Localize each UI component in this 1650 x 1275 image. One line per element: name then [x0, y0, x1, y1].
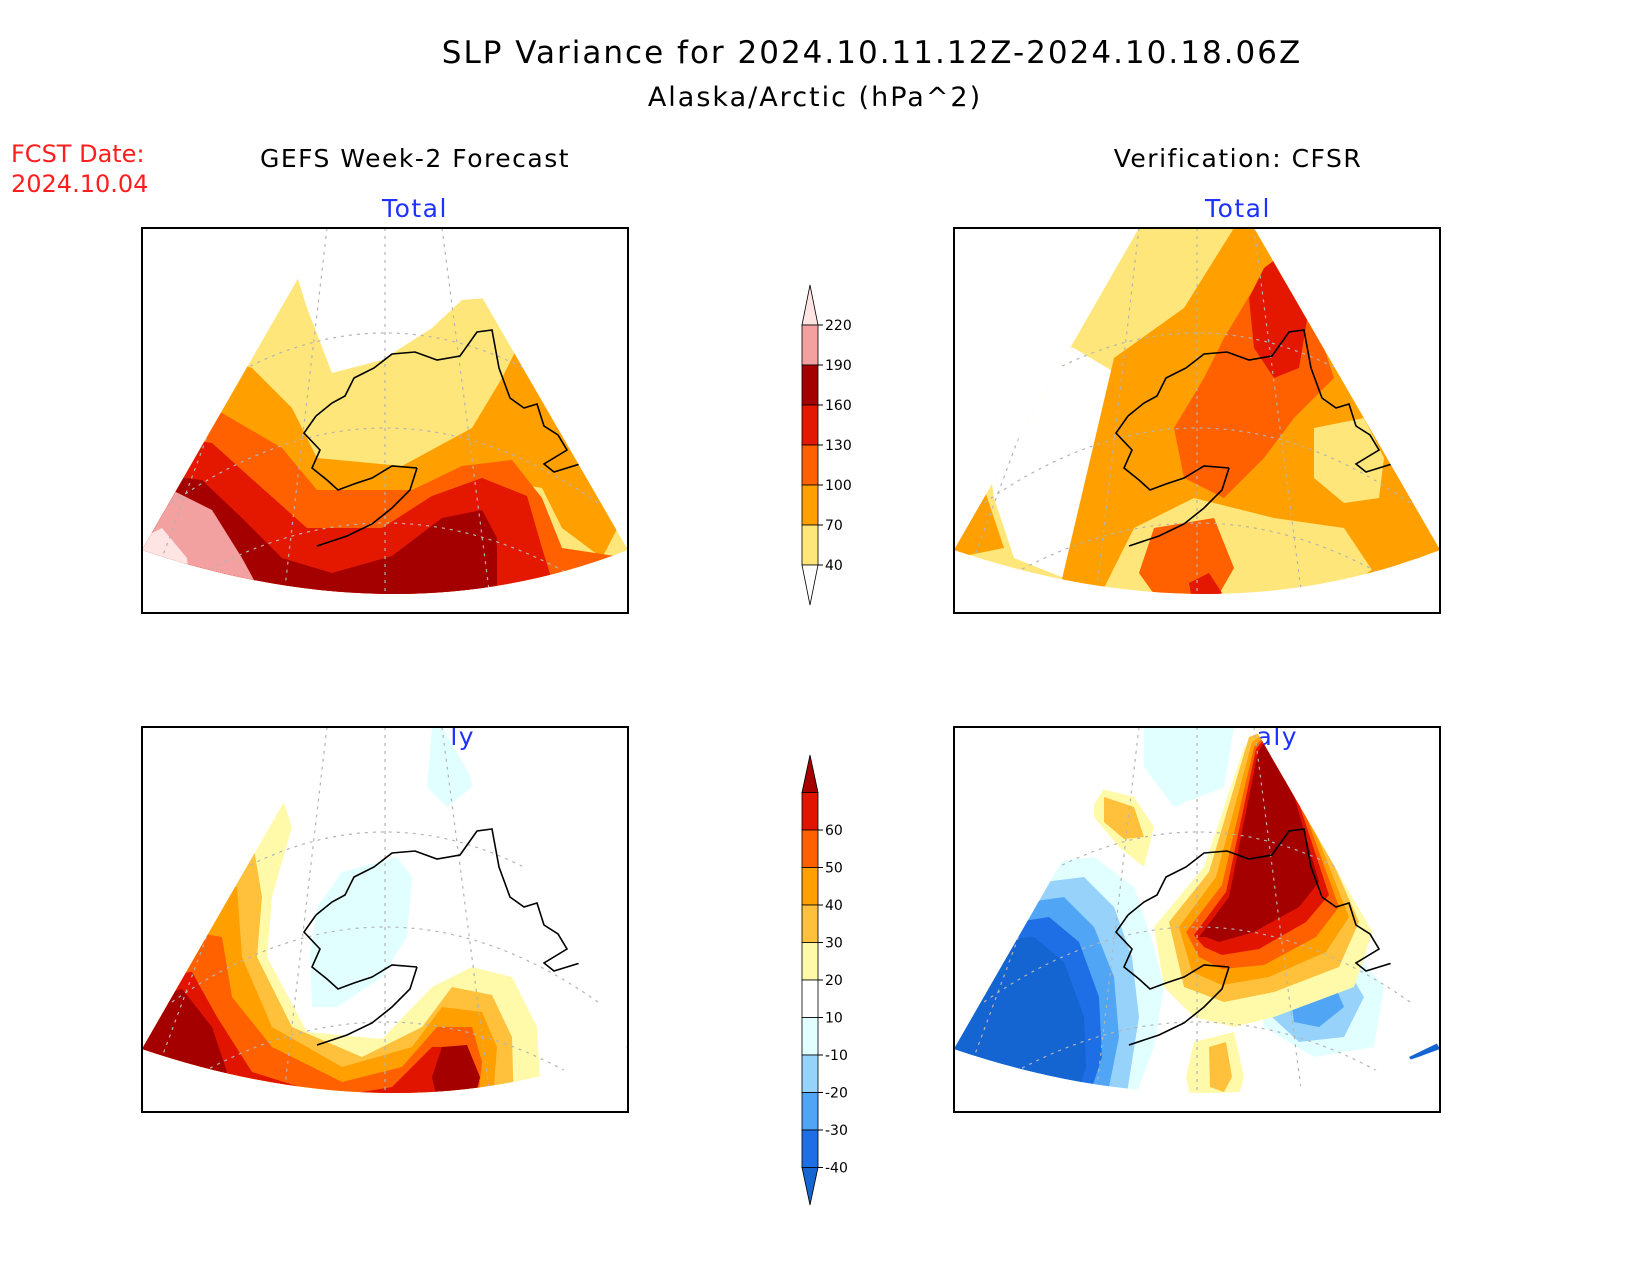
colorbar-anomaly: -40 -30 -20 -10 10 20 30 40 50 60 — [801, 754, 848, 1206]
colorbar-total-tick-label: 100 — [825, 478, 852, 494]
column-title-forecast: GEFS Week-2 Forecast — [260, 144, 570, 173]
map-panel-verification-total — [953, 227, 1441, 614]
colorbar-total-tick-label: 40 — [825, 558, 843, 574]
colorbar-total-tick-label: 220 — [825, 318, 852, 334]
map-panel-verification-anomaly — [953, 726, 1441, 1113]
figure-subtitle: Alaska/Arctic (hPa^2) — [648, 82, 982, 113]
map-panel-forecast-anomaly — [141, 726, 629, 1113]
colorbar-anomaly-tick-label: -30 — [825, 1123, 848, 1139]
colorbar-total-tick-label: 70 — [825, 518, 843, 534]
colorbar-anomaly-tick-label: -20 — [825, 1086, 848, 1102]
map-panel-forecast-total — [141, 227, 629, 614]
colorbar-anomaly-tick-label: -40 — [825, 1161, 848, 1177]
colorbar-total: 40 70 100 130 160 190 220 — [801, 284, 852, 606]
panel-title-verification-total: Total — [1204, 194, 1271, 223]
colorbar-anomaly-tick-label: -10 — [825, 1048, 848, 1064]
colorbar-anomaly-tick-label: 50 — [825, 861, 843, 877]
colorbar-total-tick-label: 190 — [825, 358, 852, 374]
colorbar-anomaly-tick-label: 30 — [825, 936, 843, 952]
colorbar-total-tick-label: 130 — [825, 438, 852, 454]
fcst-date-label: FCST Date: — [11, 140, 145, 168]
fcst-date-value: 2024.10.04 — [11, 170, 148, 198]
colorbar-total-tick-label: 160 — [825, 398, 852, 414]
colorbar-anomaly-tick-label: 60 — [825, 823, 843, 839]
column-title-verification: Verification: CFSR — [1114, 144, 1362, 173]
colorbar-anomaly-tick-label: 20 — [825, 973, 843, 989]
colorbar-anomaly-tick-label: 40 — [825, 898, 843, 914]
figure-title: SLP Variance for 2024.10.11.12Z-2024.10.… — [442, 35, 1302, 71]
colorbar-anomaly-tick-label: 10 — [825, 1011, 843, 1027]
panel-title-forecast-total: Total — [381, 194, 448, 223]
